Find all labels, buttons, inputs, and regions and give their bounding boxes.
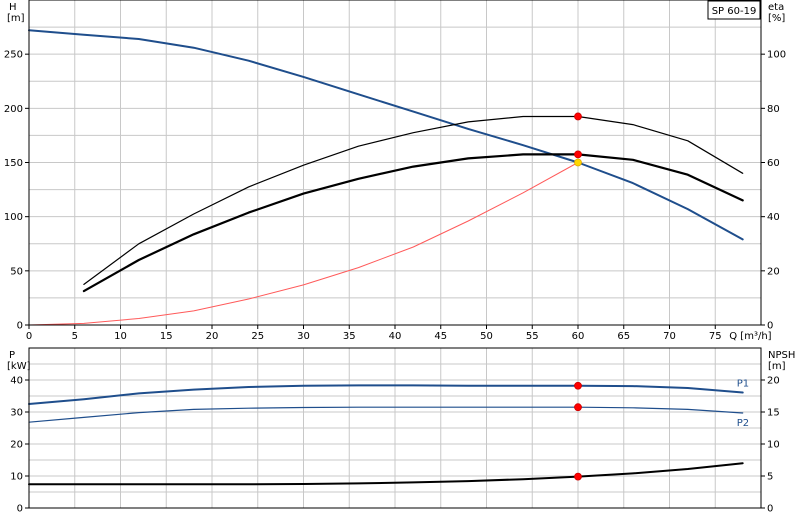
operating-point-marker	[574, 381, 582, 390]
series-line-1-2	[28, 462, 744, 486]
left-tick-label: 200	[4, 104, 23, 115]
x-tick-label: 70	[663, 331, 676, 342]
x-tick-label: 35	[343, 331, 356, 342]
right-tick-label: 0	[767, 504, 773, 515]
title-box	[707, 0, 761, 20]
x-axis-label: Q [m³/h]	[729, 331, 771, 342]
right-axis-label: NPSH	[768, 350, 795, 361]
left-tick-label: 0	[17, 504, 23, 515]
x-tick-label: 5	[72, 331, 78, 342]
left-axis-unit: [m]	[7, 13, 25, 24]
x-tick-label: 10	[114, 331, 127, 342]
operating-point-marker	[574, 158, 582, 167]
right-tick-label: 80	[767, 104, 780, 115]
right-axis-unit: [m]	[768, 361, 786, 372]
x-tick-label: 60	[572, 331, 585, 342]
series-line-0-0	[28, 29, 744, 241]
right-tick-label: 40	[767, 212, 780, 223]
left-tick-label: 50	[10, 266, 23, 277]
left-tick-label: 150	[4, 158, 23, 169]
x-tick-label: 45	[434, 331, 447, 342]
series-line-1-1	[28, 406, 744, 423]
x-tick-label: 0	[26, 331, 32, 342]
series-label-p1: P1	[737, 378, 749, 389]
series-label-p2: P2	[737, 418, 749, 429]
right-tick-label: 60	[767, 158, 780, 169]
left-tick-label: 30	[10, 408, 23, 419]
left-tick-label: 100	[4, 212, 23, 223]
left-axis-unit: [kW]	[7, 361, 31, 372]
operating-point-marker	[574, 403, 582, 412]
series-line-0-2	[82, 153, 744, 293]
x-tick-label: 65	[617, 331, 630, 342]
x-tick-label: 30	[297, 331, 310, 342]
right-tick-label: 20	[767, 376, 780, 387]
right-tick-label: 5	[767, 472, 773, 483]
series-line-0-1	[83, 115, 744, 285]
marker-layer	[574, 112, 582, 481]
right-axis-unit: [%]	[768, 13, 785, 24]
left-axis-label: H	[9, 2, 17, 13]
series-layer: P1 P2	[28, 29, 749, 486]
chart-title: SP 60-19	[712, 6, 757, 17]
x-tick-label: 50	[480, 331, 493, 342]
left-tick-label: 40	[10, 376, 23, 387]
x-tick-label: 75	[709, 331, 722, 342]
right-axis-label: eta	[768, 2, 784, 13]
plot-frame	[28, 347, 762, 509]
x-tick-label: 20	[206, 331, 219, 342]
right-tick-label: 0	[767, 321, 773, 332]
x-tick-label: 40	[389, 331, 402, 342]
x-tick-label: 25	[251, 331, 264, 342]
left-axis-label: P	[9, 350, 15, 361]
grid-layer	[29, 0, 761, 508]
right-tick-label: 100	[767, 50, 786, 61]
right-tick-label: 10	[767, 440, 780, 451]
right-tick-label: 20	[767, 266, 780, 277]
left-tick-label: 20	[10, 440, 23, 451]
operating-point-marker	[574, 112, 582, 121]
frame-layer	[25, 0, 765, 509]
series-line-0-3	[28, 162, 579, 326]
left-tick-label: 10	[10, 472, 23, 483]
x-tick-label: 15	[160, 331, 173, 342]
operating-point-marker	[574, 472, 582, 481]
left-tick-label: 0	[17, 321, 23, 332]
left-tick-label: 250	[4, 50, 23, 61]
x-tick-label: 55	[526, 331, 539, 342]
right-tick-label: 15	[767, 408, 780, 419]
operating-point-marker	[574, 150, 582, 159]
series-line-1-0	[28, 384, 744, 405]
